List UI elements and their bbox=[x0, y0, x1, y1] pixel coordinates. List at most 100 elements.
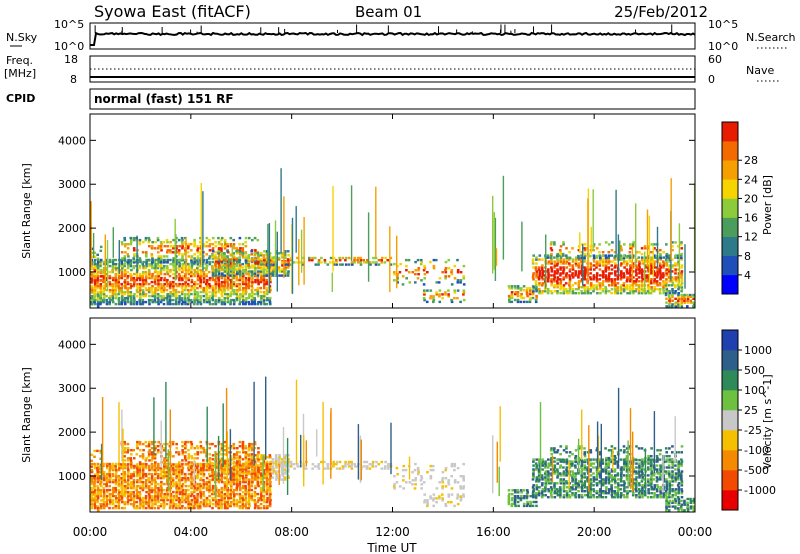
echo-streak bbox=[375, 186, 377, 257]
echo-cell bbox=[184, 478, 187, 482]
echo-cell bbox=[133, 506, 136, 510]
echo-cell bbox=[650, 256, 654, 259]
echo-cell bbox=[145, 490, 148, 494]
echo-cell bbox=[181, 268, 185, 272]
echo-cell bbox=[148, 286, 151, 290]
echo-cell bbox=[186, 496, 190, 500]
echo-cell bbox=[583, 274, 586, 277]
echo-cell bbox=[608, 284, 611, 287]
echo-cell bbox=[592, 284, 596, 287]
echo-cell bbox=[217, 504, 221, 508]
echo-cell bbox=[199, 470, 203, 474]
echo-cell bbox=[132, 272, 136, 276]
echo-cell bbox=[667, 276, 671, 279]
echo-cell bbox=[248, 486, 251, 490]
echo-cell bbox=[202, 290, 205, 294]
echo-cell bbox=[644, 280, 647, 283]
echo-cell bbox=[283, 460, 287, 464]
echo-cell bbox=[565, 274, 568, 277]
echo-cell bbox=[90, 503, 93, 506]
echo-cell bbox=[583, 270, 587, 273]
echo-cell bbox=[223, 268, 226, 271]
echo-cell bbox=[653, 247, 656, 250]
echo-cell bbox=[242, 298, 245, 302]
echo-cell bbox=[108, 478, 111, 482]
echo-cell bbox=[151, 261, 154, 264]
echo-cell bbox=[248, 274, 251, 278]
echo-cell bbox=[531, 492, 535, 495]
echo-cell bbox=[114, 498, 118, 502]
echo-cell bbox=[138, 461, 142, 464]
echo-cell bbox=[514, 291, 517, 294]
echo-cell bbox=[662, 280, 665, 283]
echo-cell bbox=[602, 280, 605, 283]
echo-cell bbox=[133, 255, 136, 258]
echo-cell bbox=[275, 476, 278, 479]
echo-cell bbox=[120, 268, 124, 272]
echo-cell bbox=[254, 278, 257, 282]
echo-cell bbox=[150, 486, 154, 490]
echo-cell bbox=[135, 278, 138, 282]
echo-cell bbox=[232, 488, 236, 492]
echo-cell bbox=[163, 465, 166, 468]
echo-cell bbox=[153, 457, 157, 460]
echo-cell bbox=[232, 288, 236, 292]
echo-cell bbox=[111, 492, 114, 496]
echo-cell bbox=[425, 300, 429, 304]
echo-cell bbox=[232, 282, 236, 286]
echo-cell bbox=[129, 274, 133, 278]
echo-cell bbox=[547, 256, 550, 259]
echo-cell bbox=[677, 297, 681, 300]
echo-cell bbox=[241, 486, 245, 490]
echo-cell bbox=[135, 500, 139, 504]
echo-cell bbox=[559, 266, 562, 269]
echo-cell bbox=[674, 278, 677, 281]
echo-cell bbox=[111, 298, 114, 302]
echo-cell bbox=[236, 272, 239, 275]
echo-cell bbox=[275, 266, 278, 269]
echo-cell bbox=[628, 251, 632, 254]
echo-cell bbox=[444, 293, 447, 296]
echo-cell bbox=[628, 292, 632, 295]
echo-cell bbox=[647, 268, 650, 271]
echo-cell bbox=[226, 500, 229, 504]
echo-cell bbox=[229, 484, 233, 488]
echo-cell bbox=[444, 466, 448, 470]
echo-cell bbox=[241, 243, 245, 246]
echo-cell bbox=[607, 251, 611, 254]
echo-cell bbox=[326, 465, 330, 468]
echo-cell bbox=[450, 462, 454, 466]
echo-cell bbox=[614, 264, 617, 267]
echo-cell bbox=[534, 462, 538, 465]
echo-cell bbox=[260, 276, 263, 280]
echo-cell bbox=[668, 297, 672, 300]
echo-cell bbox=[253, 236, 257, 240]
echo-cell bbox=[150, 262, 154, 266]
echo-cell bbox=[583, 260, 586, 263]
echo-cell bbox=[644, 276, 648, 279]
echo-cell bbox=[559, 280, 563, 283]
echo-cell bbox=[571, 288, 575, 291]
echo-cell bbox=[550, 274, 553, 277]
echo-cell bbox=[199, 500, 203, 504]
echo-cell bbox=[154, 482, 157, 486]
echo-cell bbox=[242, 290, 245, 294]
echo-cell bbox=[686, 295, 690, 299]
echo-cell bbox=[153, 294, 157, 298]
echo-cell bbox=[250, 442, 254, 446]
echo-cell bbox=[205, 484, 209, 488]
echo-cell bbox=[371, 460, 375, 464]
echo-cell bbox=[211, 243, 215, 246]
echo-cell bbox=[93, 455, 96, 458]
echo-cell bbox=[244, 470, 248, 473]
echo-cell bbox=[386, 259, 390, 262]
echo-cell bbox=[120, 490, 124, 494]
echo-cell bbox=[124, 272, 127, 276]
echo-cell bbox=[99, 499, 103, 502]
echo-cell bbox=[640, 272, 644, 275]
echo-cell bbox=[163, 261, 166, 264]
echo-cell bbox=[257, 466, 260, 470]
echo-cell bbox=[190, 498, 194, 502]
echo-cell bbox=[211, 442, 214, 446]
echo-cell bbox=[93, 502, 96, 506]
